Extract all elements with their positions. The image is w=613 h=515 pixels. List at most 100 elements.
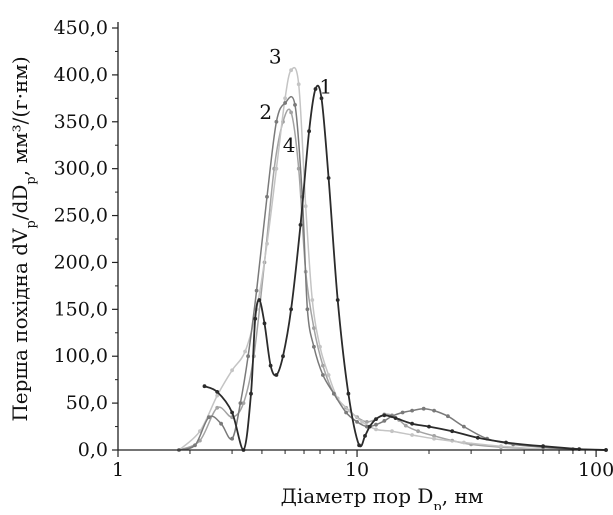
data-point (283, 96, 287, 101)
data-point (274, 119, 279, 124)
data-point (432, 436, 436, 441)
data-point (230, 410, 235, 415)
data-point (296, 82, 301, 87)
data-point (215, 405, 220, 410)
x-axis-title-sub: p (433, 500, 441, 511)
data-point (462, 424, 466, 429)
data-point (432, 434, 436, 438)
x-tick-label: 100 (578, 459, 613, 481)
y-axis-title-unit: , мм³/(г·нм) (8, 56, 32, 176)
y-tick-label: 100,0 (54, 345, 108, 367)
y-tick-label: 400,0 (54, 64, 108, 86)
data-point (450, 429, 455, 434)
series-line-4 (178, 108, 607, 451)
data-point (410, 421, 414, 426)
data-point (363, 434, 367, 438)
data-point (400, 410, 405, 415)
series-2 (177, 95, 608, 452)
curve-label-3: 3 (269, 45, 282, 69)
y-tick-label: 150,0 (54, 298, 108, 320)
y-tick-label: 250,0 (54, 205, 108, 227)
data-point (410, 433, 414, 437)
data-point (541, 444, 545, 449)
data-point (403, 423, 408, 428)
data-point (367, 424, 372, 429)
data-point (374, 427, 378, 432)
data-point (427, 424, 431, 429)
data-point (281, 354, 285, 359)
data-point (265, 194, 269, 199)
data-point (246, 354, 251, 359)
data-point (382, 413, 387, 418)
data-point (374, 417, 378, 421)
data-point (193, 443, 197, 448)
data-point (215, 393, 220, 398)
series-line-1 (204, 84, 607, 451)
y-axis-title-sub1: p (24, 220, 39, 228)
series-4 (177, 108, 608, 452)
data-point (289, 307, 293, 312)
data-point (274, 373, 279, 377)
data-point (312, 326, 316, 330)
y-tick-label: 0,0 (78, 439, 108, 461)
x-axis-title-main: Діаметр пор D (281, 484, 434, 508)
data-point (274, 166, 279, 171)
data-point (346, 391, 351, 396)
data-point (390, 429, 394, 434)
data-point (230, 368, 235, 373)
data-point (207, 415, 211, 420)
curve-label-4: 4 (283, 133, 296, 157)
data-point (265, 241, 269, 246)
data-point (332, 391, 336, 396)
data-point (254, 288, 259, 293)
data-point (393, 416, 398, 420)
curve-label-2: 2 (259, 100, 272, 124)
y-axis-title-main: Перша похідна dV (8, 228, 32, 422)
data-point (318, 344, 322, 349)
data-point (344, 410, 348, 415)
data-point (289, 68, 293, 73)
data-point (462, 440, 466, 445)
x-axis-title-unit: , нм (442, 484, 484, 508)
data-point (243, 349, 248, 354)
data-point (241, 401, 246, 405)
data-point (268, 363, 273, 368)
data-point (298, 223, 303, 227)
data-point (283, 101, 287, 105)
data-point (215, 390, 220, 394)
data-point (253, 316, 258, 321)
data-point (289, 110, 293, 115)
data-point (310, 298, 315, 302)
data-point (382, 419, 387, 423)
x-tick-label: 1 (112, 459, 124, 481)
data-point (321, 363, 325, 368)
data-point (335, 298, 340, 302)
data-point (238, 401, 243, 405)
data-point (360, 420, 364, 424)
y-axis-title-sub2: p (24, 176, 39, 184)
data-point (305, 307, 310, 312)
data-point (374, 422, 378, 427)
axis-labels: Діаметр пор Dp, нм Перша похідна dVp/dDp… (8, 56, 484, 514)
y-tick-label: 350,0 (54, 111, 108, 133)
y-tick-label: 50,0 (66, 392, 108, 414)
data-point (432, 408, 436, 413)
data-point (504, 440, 508, 445)
data-point (296, 166, 301, 171)
data-point (262, 321, 267, 326)
y-tick-label: 200,0 (54, 251, 108, 273)
series-line-2 (178, 95, 607, 451)
y-tick-label: 450,0 (54, 17, 108, 39)
data-point (319, 96, 324, 101)
data-point (230, 436, 235, 441)
data-point (475, 435, 480, 440)
data-point (365, 420, 369, 424)
y-axis-title-mid: /dD (8, 185, 32, 221)
data-point (326, 176, 331, 180)
data-point (303, 204, 308, 209)
data-point (410, 408, 414, 413)
data-point (326, 373, 331, 377)
x-axis-title: Діаметр пор Dp, нм (281, 484, 484, 510)
